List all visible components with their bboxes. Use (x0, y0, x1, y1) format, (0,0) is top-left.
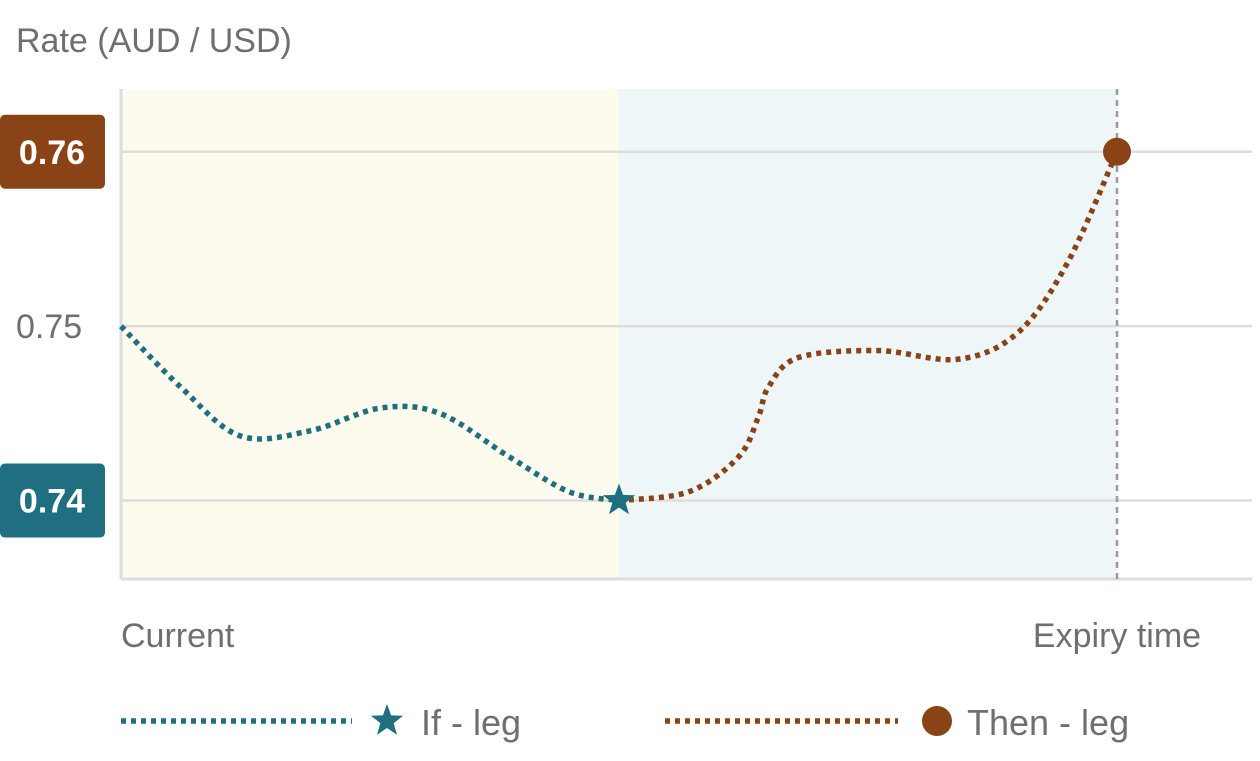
legend-label-1: Then - leg (967, 702, 1129, 743)
legend-label-0: If - leg (421, 702, 521, 743)
y-tick-labels: 0.74 0.75 0.76 (0, 114, 105, 538)
series-marker-circle-1 (1103, 137, 1131, 166)
x-tick-label-current: Current (121, 617, 235, 655)
series-line-0 (119, 324, 620, 504)
background-regions (121, 89, 1117, 579)
legend: If - leg Then - leg (121, 702, 1129, 743)
legend-circle-icon (922, 706, 952, 736)
series-line-1 (618, 150, 1120, 504)
legend-star-icon (370, 704, 404, 735)
x-tick-label-expiry: Expiry time (1033, 617, 1201, 655)
region-0 (121, 89, 619, 579)
series-marker-star-0 (602, 483, 636, 515)
series-lines (119, 150, 1120, 504)
x-tick-labels: Current Expiry time (121, 617, 1201, 655)
y-axis-title: Rate (AUD / USD) (16, 22, 292, 60)
axes (119, 89, 1252, 581)
y-tick-badge-0-74 (0, 463, 105, 538)
gridlines (121, 150, 1252, 502)
y-tick-badge-0-76 (0, 114, 105, 189)
y-tick-badge-label-0-76: 0.76 (19, 134, 85, 172)
y-tick-label-0-75: 0.75 (16, 308, 82, 346)
region-1 (619, 89, 1117, 579)
series-markers (602, 137, 1131, 515)
y-tick-badge-label-0-74: 0.74 (19, 483, 85, 521)
